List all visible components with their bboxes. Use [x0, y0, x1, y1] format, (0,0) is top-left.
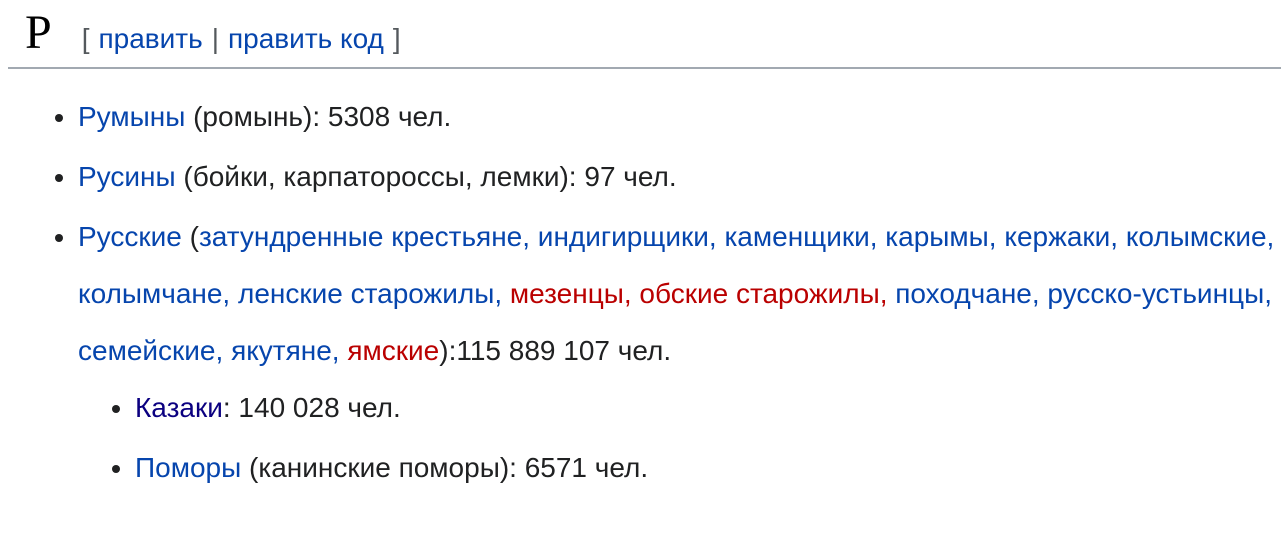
list-item-rusiny: Русины (бойки, карпатороссы, лемки): 97 … — [78, 148, 1278, 205]
link-pokhodchane[interactable]: походчане, — [895, 278, 1040, 309]
section-heading-letter: Р — [25, 6, 52, 59]
list-item-kazaki: Казаки: 140 028 чел. — [135, 379, 1278, 436]
plain-text: (ромынь): 5308 чел. — [185, 101, 452, 132]
ethnic-groups-list: Румыны (ромынь): 5308 чел.Русины (бойки,… — [8, 88, 1278, 496]
section-edit-links: [ править | править код ] — [82, 23, 401, 55]
plain-text — [223, 335, 231, 366]
link-pomory[interactable]: Поморы — [135, 452, 242, 483]
list-item-rumyny: Румыны (ромынь): 5308 чел. — [78, 88, 1278, 145]
link-zatundrennye-krestyane[interactable]: затундренные крестьяне, — [198, 221, 531, 252]
edit-open-bracket: [ — [81, 23, 90, 54]
plain-text: : 140 028 чел. — [222, 392, 401, 423]
plain-text — [1118, 221, 1126, 252]
link-karymy[interactable]: карымы, — [885, 221, 997, 252]
link-kolymskie[interactable]: колымские, — [1125, 221, 1275, 252]
link-rusiny[interactable]: Русины — [78, 161, 176, 192]
link-kazaki[interactable]: Казаки — [135, 392, 223, 423]
plain-text: (канинские поморы): 6571 чел. — [241, 452, 649, 483]
link-yamskie[interactable]: ямские — [347, 335, 440, 366]
link-kolymchane[interactable]: колымчане, — [78, 278, 231, 309]
link-semeyskie[interactable]: семейские, — [78, 335, 224, 366]
link-mezentsy[interactable]: мезенцы, — [509, 278, 632, 309]
plain-text: ):115 889 107 чел. — [439, 335, 672, 366]
plain-text — [502, 278, 510, 309]
plain-text: ( — [181, 221, 199, 252]
link-kamenshchiki[interactable]: каменщики, — [724, 221, 878, 252]
link-kerzhaki[interactable]: кержаки, — [1004, 221, 1119, 252]
section-heading: Р — [25, 5, 52, 61]
edit-source-link[interactable]: править код — [228, 23, 384, 54]
edit-link[interactable]: править — [98, 23, 203, 54]
list-item-russkie: Русские (затундренные крестьяне, индигир… — [78, 208, 1278, 496]
link-indigirshchiki[interactable]: индигирщики, — [537, 221, 717, 252]
plain-text: (бойки, карпатороссы, лемки): 97 чел. — [175, 161, 677, 192]
link-obskie-starozhily[interactable]: обские старожилы, — [639, 278, 888, 309]
plain-text — [530, 221, 538, 252]
link-russkie[interactable]: Русские — [78, 221, 182, 252]
link-russko-ustintsy[interactable]: русско-устьинцы, — [1047, 278, 1272, 309]
sub-list-russkie: Казаки: 140 028 чел.Поморы (канинские по… — [78, 379, 1278, 496]
plain-text — [230, 278, 238, 309]
edit-close-bracket: ] — [392, 23, 401, 54]
section-heading-row: Р [ править | править код ] — [8, 0, 1281, 69]
edit-divider: | — [211, 23, 219, 54]
list-item-pomory: Поморы (канинские поморы): 6571 чел. — [135, 439, 1278, 496]
link-yakutyane[interactable]: якутяне, — [231, 335, 340, 366]
link-rumyny[interactable]: Румыны — [78, 101, 186, 132]
link-lenskie-starozhily[interactable]: ленские старожилы, — [238, 278, 503, 309]
